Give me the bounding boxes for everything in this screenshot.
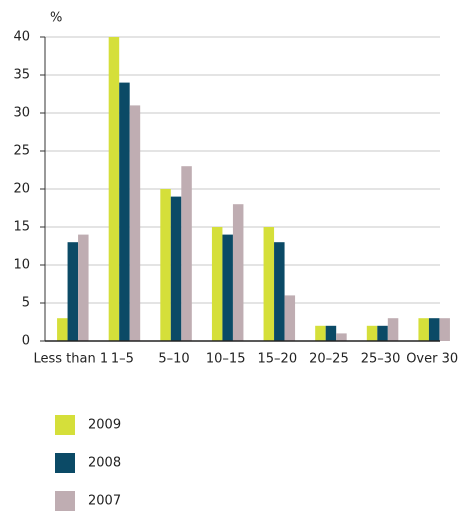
bar [232,204,244,341]
bar [263,227,275,341]
y-tick-label: 0 [22,334,30,349]
y-tick-label: 20 [13,182,30,197]
y-tick-label: 10 [13,258,30,273]
bar [108,37,120,341]
bar [439,318,450,341]
bar [78,234,89,341]
bar [325,325,337,341]
bar [129,105,141,342]
bar [211,227,223,341]
bar [418,318,429,341]
bar [377,325,388,341]
legend-label: 2008 [88,456,121,471]
legend-label: 2009 [88,418,121,433]
bar [366,325,378,341]
x-tick-label: Over 30 [406,352,458,367]
x-tick-label: 1–5 [111,352,134,367]
bar [336,333,347,341]
bar [315,325,326,341]
bar [160,189,171,341]
x-tick-label: 25–30 [361,352,401,367]
x-tick-label: Less than 1 [33,352,108,367]
y-tick-label: 15 [13,220,30,235]
bar [57,318,68,341]
y-tick-label: 5 [22,296,30,311]
legend-swatch [55,415,75,435]
bar [119,82,130,341]
y-tick-label: 35 [13,68,30,83]
legend-swatch [55,491,75,511]
y-tick-label: 40 [13,30,30,45]
bar [428,318,440,341]
x-tick-label: 5–10 [158,352,189,367]
y-axis-label: % [50,11,62,26]
bar [284,295,296,341]
legend-label: 2007 [88,494,121,509]
x-tick-label: 10–15 [206,352,246,367]
bar [387,318,399,341]
bar [274,242,285,341]
bar [170,196,182,341]
bar [67,242,79,341]
legend-swatch [55,453,75,473]
y-tick-label: 25 [13,144,30,159]
y-tick-label: 30 [13,106,30,121]
bar [181,166,192,341]
x-tick-label: 15–20 [258,352,298,367]
x-tick-label: 20–25 [309,352,349,367]
bar [222,234,233,341]
